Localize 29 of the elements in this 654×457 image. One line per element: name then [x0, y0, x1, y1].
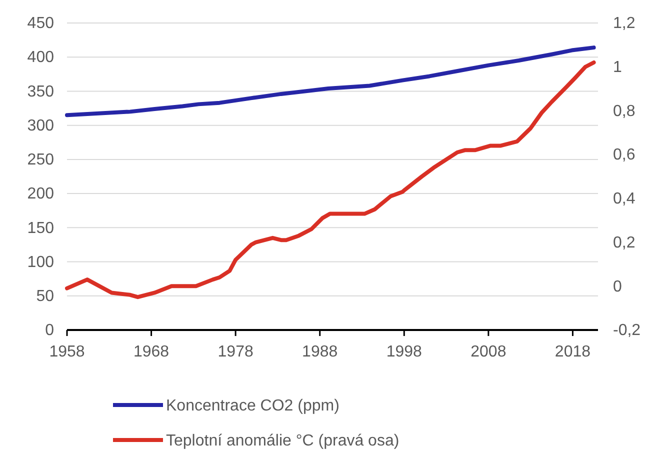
legend-label: Teplotní anomálie °C (pravá osa) [166, 432, 400, 450]
line-series [65, 60, 596, 300]
x-tick-label: 2018 [554, 344, 591, 361]
y2-tick-label: 0,2 [613, 234, 636, 252]
line-series [65, 46, 596, 118]
y-tick-label: 200 [27, 186, 54, 203]
y2-tick-label: -0,2 [613, 322, 641, 340]
legend-label: Koncentrace CO2 (ppm) [166, 398, 340, 415]
x-tick-label: 1968 [133, 344, 170, 361]
y-tick-label: 250 [27, 152, 54, 169]
y2-tick-label: 1 [613, 58, 622, 76]
y2-tick-label: 0 [613, 278, 622, 296]
x-tick-label: 2008 [470, 344, 506, 361]
y-tick-label: 150 [27, 220, 54, 237]
y-tick-label: 400 [27, 49, 54, 66]
y-tick-label: 300 [27, 117, 54, 134]
y-tick-label: 100 [27, 254, 54, 271]
y-tick-label: 450 [27, 15, 54, 32]
y2-tick-label: 1,2 [613, 15, 636, 32]
y2-tick-label: 0,6 [613, 146, 636, 164]
y-tick-label: 350 [27, 83, 54, 100]
x-tick-label: 1978 [218, 344, 254, 361]
x-tick-label: 1958 [49, 344, 85, 361]
x-tick-label: 1998 [386, 344, 422, 361]
y2-tick-label: 0,4 [613, 190, 636, 208]
y-tick-label: 50 [36, 288, 54, 306]
y-tick-label: 0 [45, 322, 54, 340]
x-tick-label: 1988 [302, 344, 338, 361]
y2-tick-label: 0,8 [613, 102, 636, 120]
